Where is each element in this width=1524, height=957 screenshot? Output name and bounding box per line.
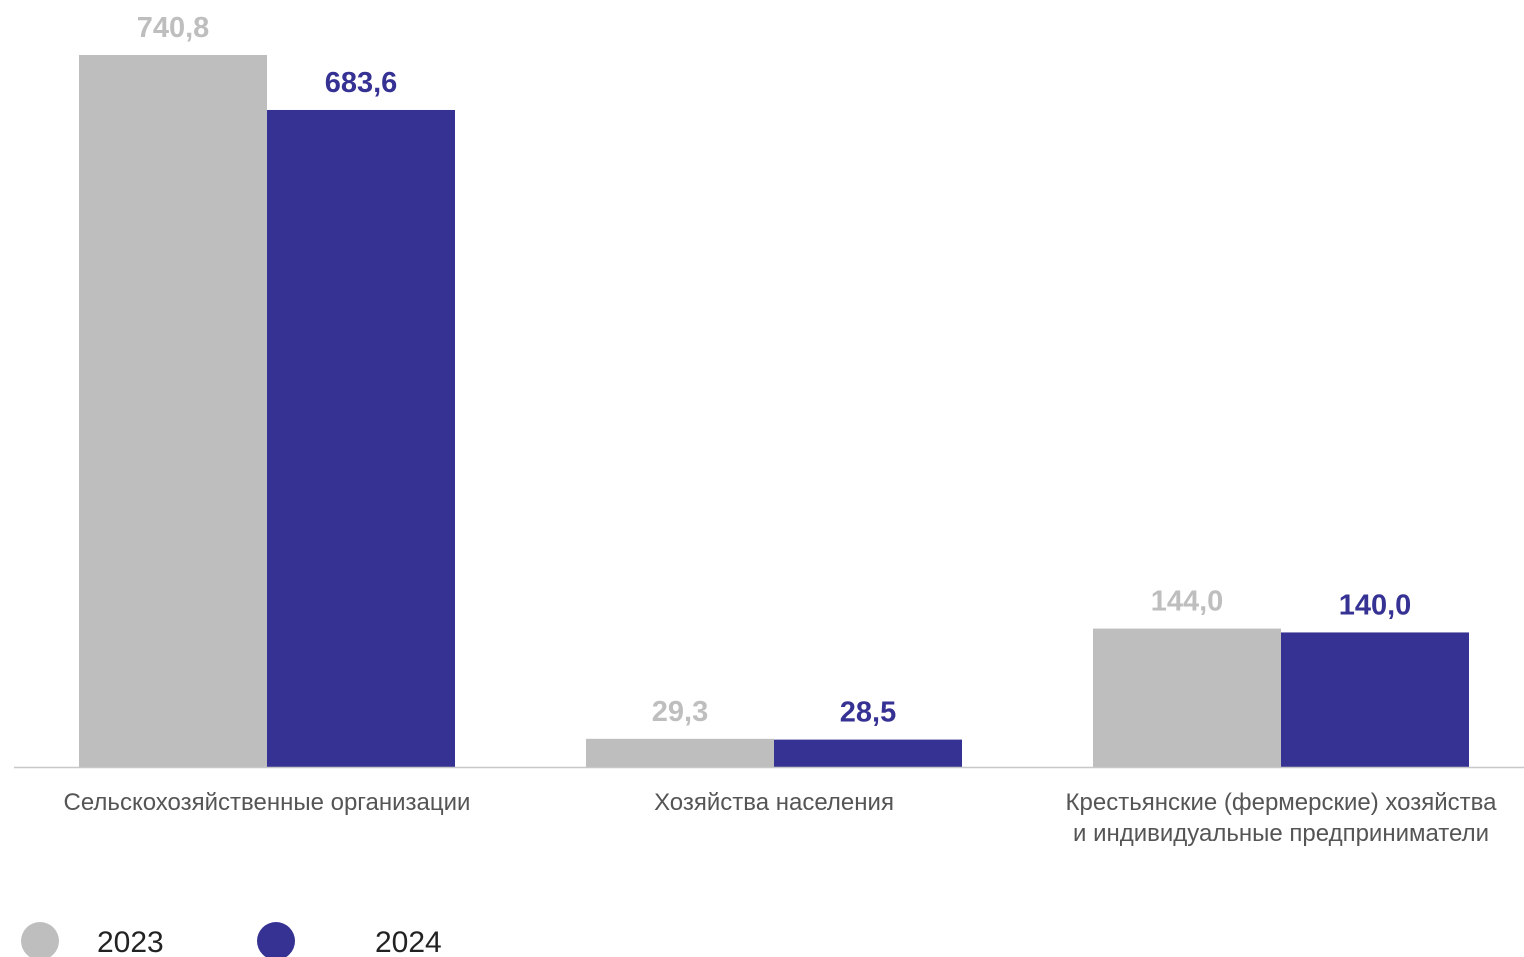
legend-marker-2023 [21,922,59,957]
legend: 2023 2024 [21,922,442,957]
bars-group [79,55,1469,767]
category-labels-group: Сельскохозяйственные организации Хозяйств… [64,789,1498,847]
bar-2024-1 [774,739,962,767]
category-label-2-line-0: Крестьянские (фермерские) хозяйства [1066,789,1498,816]
value-labels-group: 740,8 683,6 29,3 28,5 144,0 140,0 [137,12,1412,729]
data-label-2023-2: 144,0 [1151,586,1224,618]
bar-2024-2 [1281,632,1469,767]
data-label-2024-1: 28,5 [840,697,896,729]
category-label-2-line-1: и индивидуальные предприниматели [1073,820,1489,847]
legend-marker-2024 [257,922,295,957]
legend-label-2023: 2023 [97,926,164,957]
category-label-0-line-0: Сельскохозяйственные организации [64,789,471,816]
bar-2023-0 [79,55,267,767]
category-label-1-line-0: Хозяйства населения [654,789,894,816]
bar-2023-2 [1093,628,1281,767]
data-label-2023-0: 740,8 [137,12,210,44]
data-label-2024-2: 140,0 [1339,589,1412,621]
data-label-2023-1: 29,3 [652,696,708,728]
data-label-2024-0: 683,6 [325,67,398,99]
bar-2023-1 [586,738,774,767]
legend-label-2024: 2024 [375,926,442,957]
bar-2024-0 [267,109,455,767]
